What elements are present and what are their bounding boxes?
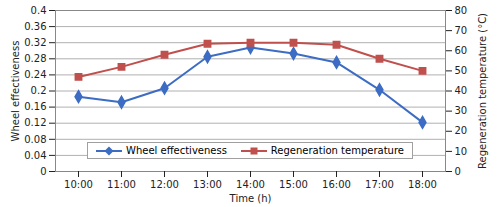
svg-text:18:00: 18:00: [408, 179, 437, 190]
svg-text:0.08: 0.08: [24, 134, 46, 145]
svg-text:Regeneration temperature (°C): Regeneration temperature (°C): [477, 13, 488, 169]
svg-text:0.32: 0.32: [24, 37, 46, 48]
svg-text:14:00: 14:00: [236, 179, 265, 190]
svg-text:12:00: 12:00: [150, 179, 179, 190]
svg-text:0: 0: [40, 166, 46, 177]
svg-text:10:00: 10:00: [64, 179, 93, 190]
svg-text:80: 80: [455, 5, 468, 16]
svg-text:10: 10: [455, 146, 468, 157]
svg-text:40: 40: [455, 85, 468, 96]
svg-text:0: 0: [455, 166, 461, 177]
svg-text:13:00: 13:00: [193, 179, 222, 190]
svg-text:11:00: 11:00: [107, 179, 136, 190]
svg-text:60: 60: [455, 45, 468, 56]
svg-text:17:00: 17:00: [365, 179, 394, 190]
svg-text:30: 30: [455, 105, 468, 116]
svg-text:50: 50: [455, 65, 468, 76]
svg-text:15:00: 15:00: [279, 179, 308, 190]
svg-text:0.16: 0.16: [24, 101, 46, 112]
svg-text:0.24: 0.24: [24, 69, 46, 80]
svg-text:20: 20: [455, 125, 468, 136]
html-text:Regeneration temperature: Regeneration temperature: [270, 145, 404, 156]
svg-text:Wheel effectiveness: Wheel effectiveness: [10, 41, 21, 142]
svg-text:0.04: 0.04: [24, 150, 46, 161]
svg-text:0.36: 0.36: [24, 21, 46, 32]
svg-text:0.4: 0.4: [31, 5, 47, 16]
svg-text:16:00: 16:00: [322, 179, 351, 190]
svg-text:0.12: 0.12: [24, 117, 46, 128]
svg-text:Time (h): Time (h): [229, 193, 272, 204]
svg-text:0.2: 0.2: [31, 85, 47, 96]
html-text:Wheel effectiveness: Wheel effectiveness: [126, 145, 227, 156]
svg-text:70: 70: [455, 25, 468, 36]
svg-text:0.28: 0.28: [24, 53, 46, 64]
